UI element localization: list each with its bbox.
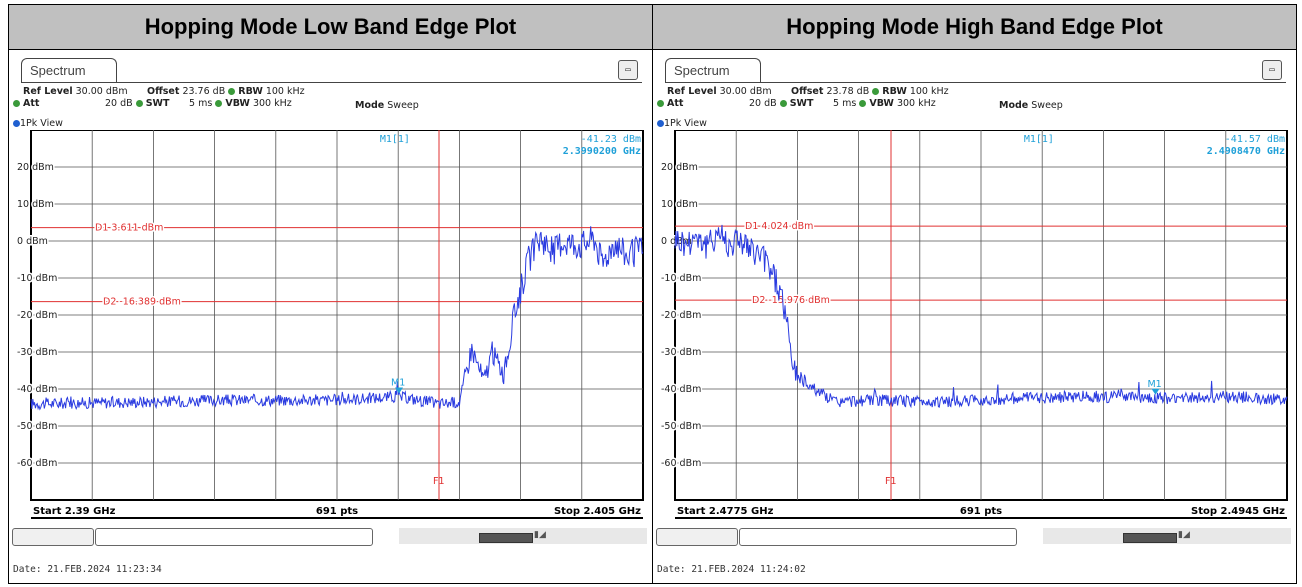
- view-label: 1Pk View: [13, 118, 63, 129]
- att-setting: Att: [13, 98, 39, 109]
- y-tick-label: -10 dBm: [661, 273, 701, 284]
- trace-line: [674, 224, 1288, 409]
- status-field-1: [12, 528, 94, 546]
- trace-dot-icon: [13, 120, 20, 127]
- points-label: 691 pts: [960, 506, 1002, 517]
- trace-dot-icon: [657, 120, 664, 127]
- offset-setting: Offset 23.76 dB RBW 100 kHz: [147, 86, 305, 97]
- stop-frequency-label: Stop 2.4945 GHz: [1191, 506, 1285, 517]
- date-stamp: Date: 21.FEB.2024 11:24:02: [657, 564, 806, 575]
- spectrum-tab[interactable]: Spectrum: [665, 58, 761, 82]
- display-line-label: D1 4.024 dBm: [745, 221, 813, 232]
- status-dot-icon: [779, 100, 787, 107]
- print-icon[interactable]: ▭: [1262, 60, 1282, 80]
- marker-m1-label: M1: [391, 378, 405, 389]
- spectrum-plot: 20 dBm 10 dBm 0 dBm -10 dBm -20 dBm -30 dBm -4…: [13, 130, 647, 524]
- swt-setting: 5 ms VBW 300 kHz: [189, 98, 292, 109]
- sweep-progress-bar: [1123, 533, 1177, 543]
- status-bar: ▮◢: [9, 526, 652, 546]
- marker-readout-label: M1[1]: [1024, 134, 1054, 145]
- sweep-progress-bar: [479, 533, 533, 543]
- marker-readout-label: M1[1]: [380, 134, 410, 145]
- marker-readout-frequency: 2.4908470 GHz: [1207, 146, 1285, 157]
- status-dot-icon: [657, 100, 664, 107]
- status-dot-icon: [13, 100, 20, 107]
- display-line-label: D2 -16.389 dBm: [103, 297, 181, 308]
- y-tick-label: 20 dBm: [661, 162, 698, 173]
- status-field-2: [95, 528, 373, 546]
- display-line-label: D2 -15.976 dBm: [752, 295, 830, 306]
- tab-divider: [665, 82, 1286, 83]
- att-value: 20 dB SWT: [105, 98, 170, 109]
- plot-title-high: Hopping Mode High Band Edge Plot: [652, 4, 1297, 50]
- trace-line: [30, 226, 644, 411]
- plot-background: [657, 130, 1291, 524]
- f1-label: F1: [433, 476, 445, 487]
- spectrum-tab[interactable]: Spectrum: [21, 58, 117, 82]
- status-bar: ▮◢: [653, 526, 1296, 546]
- y-tick-label: -10 dBm: [17, 273, 57, 284]
- status-dot-icon: [872, 88, 880, 95]
- f1-label: F1: [885, 476, 897, 487]
- y-tick-label: -20 dBm: [661, 310, 701, 321]
- panel-cell-low: Spectrum ▭ Ref Level 30.00 dBm Offset 23…: [8, 49, 653, 584]
- swt-setting: 5 ms VBW 300 kHz: [833, 98, 936, 109]
- y-tick-label: -40 dBm: [661, 384, 701, 395]
- status-field-2: [739, 528, 1017, 546]
- points-label: 691 pts: [316, 506, 358, 517]
- marker-m1-symbol: [1151, 388, 1160, 395]
- view-label: 1Pk View: [657, 118, 707, 129]
- y-tick-label: -60 dBm: [661, 458, 701, 469]
- y-tick-label: -20 dBm: [17, 310, 57, 321]
- y-tick-label: -50 dBm: [17, 421, 57, 432]
- status-field-1: [656, 528, 738, 546]
- marker-readout-frequency: 2.3990200 GHz: [563, 146, 641, 157]
- att-value: 20 dB SWT: [749, 98, 814, 109]
- plot-title-low: Hopping Mode Low Band Edge Plot: [8, 4, 653, 50]
- marker-m1-symbol: [395, 387, 404, 394]
- instrument-status-icon: ▮◢: [1178, 530, 1190, 540]
- y-tick-label: 10 dBm: [661, 199, 698, 210]
- plot-background: [13, 130, 647, 524]
- display-line-label: D1 3.611 dBm: [95, 223, 163, 234]
- y-tick-label: 0 dBm: [17, 236, 48, 247]
- y-tick-label: -60 dBm: [17, 458, 57, 469]
- stop-frequency-label: Stop 2.405 GHz: [554, 506, 641, 517]
- status-dot-icon: [135, 100, 143, 107]
- start-frequency-label: Start 2.4775 GHz: [677, 506, 774, 517]
- start-frequency-label: Start 2.39 GHz: [33, 506, 116, 517]
- spectrum-panel-low: Spectrum ▭ Ref Level 30.00 dBm Offset 23…: [9, 50, 652, 583]
- panel-cell-high: Spectrum ▭ Ref Level 30.00 dBm Offset 23…: [652, 49, 1297, 584]
- instrument-status-icon: ▮◢: [534, 530, 546, 540]
- y-tick-label: 10 dBm: [17, 199, 54, 210]
- marker-readout-value: -41.23 dBm: [581, 134, 641, 145]
- tab-divider: [21, 82, 642, 83]
- offset-setting: Offset 23.78 dB RBW 100 kHz: [791, 86, 949, 97]
- print-icon[interactable]: ▭: [618, 60, 638, 80]
- marker-readout-value: -41.57 dBm: [1225, 134, 1285, 145]
- ref-level-setting: Ref Level 30.00 dBm: [667, 86, 772, 97]
- mode-setting: Mode Sweep: [355, 100, 419, 111]
- y-tick-label: 20 dBm: [17, 162, 54, 173]
- status-dot-icon: [859, 100, 867, 107]
- y-tick-label: -50 dBm: [661, 421, 701, 432]
- status-dot-icon: [215, 100, 223, 107]
- status-dot-icon: [228, 88, 236, 95]
- date-stamp: Date: 21.FEB.2024 11:23:34: [13, 564, 162, 575]
- y-tick-label: -30 dBm: [661, 347, 701, 358]
- spectrum-panel-high: Spectrum ▭ Ref Level 30.00 dBm Offset 23…: [653, 50, 1296, 583]
- mode-setting: Mode Sweep: [999, 100, 1063, 111]
- marker-m1-label: M1: [1147, 379, 1161, 390]
- att-setting: Att: [657, 98, 683, 109]
- ref-level-setting: Ref Level 30.00 dBm: [23, 86, 128, 97]
- y-tick-label: -40 dBm: [17, 384, 57, 395]
- y-tick-label: -30 dBm: [17, 347, 57, 358]
